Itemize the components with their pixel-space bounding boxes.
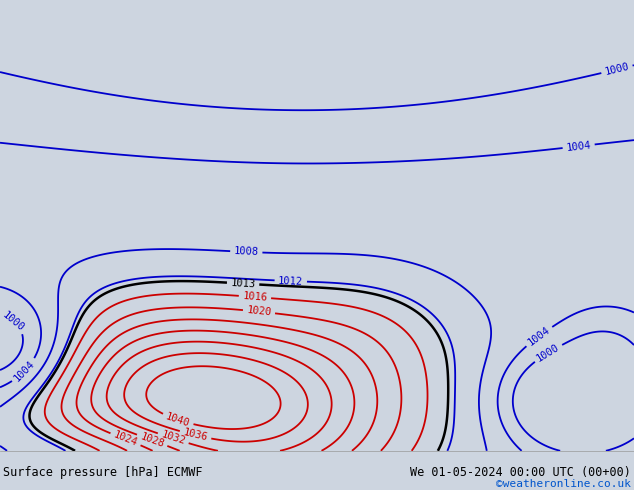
Text: 1000: 1000	[1, 309, 26, 333]
Text: We 01-05-2024 00:00 UTC (00+00): We 01-05-2024 00:00 UTC (00+00)	[410, 466, 631, 480]
Text: 1036: 1036	[182, 427, 209, 443]
Text: 1008: 1008	[233, 246, 259, 257]
Text: 1000: 1000	[604, 62, 630, 77]
Text: 1032: 1032	[160, 430, 186, 447]
Text: 1004: 1004	[526, 325, 552, 348]
Text: 1012: 1012	[278, 275, 304, 287]
Text: 1004: 1004	[12, 359, 37, 383]
Text: 1040: 1040	[164, 411, 191, 429]
Text: 1004: 1004	[566, 140, 592, 152]
Text: 1024: 1024	[112, 430, 139, 448]
Text: 1020: 1020	[246, 305, 272, 318]
Text: 1028: 1028	[139, 431, 165, 449]
Text: 1000: 1000	[535, 342, 562, 364]
Text: Surface pressure [hPa] ECMWF: Surface pressure [hPa] ECMWF	[3, 466, 203, 480]
Text: ©weatheronline.co.uk: ©weatheronline.co.uk	[496, 479, 631, 489]
Text: 1016: 1016	[242, 291, 268, 303]
Text: 1013: 1013	[230, 278, 256, 289]
